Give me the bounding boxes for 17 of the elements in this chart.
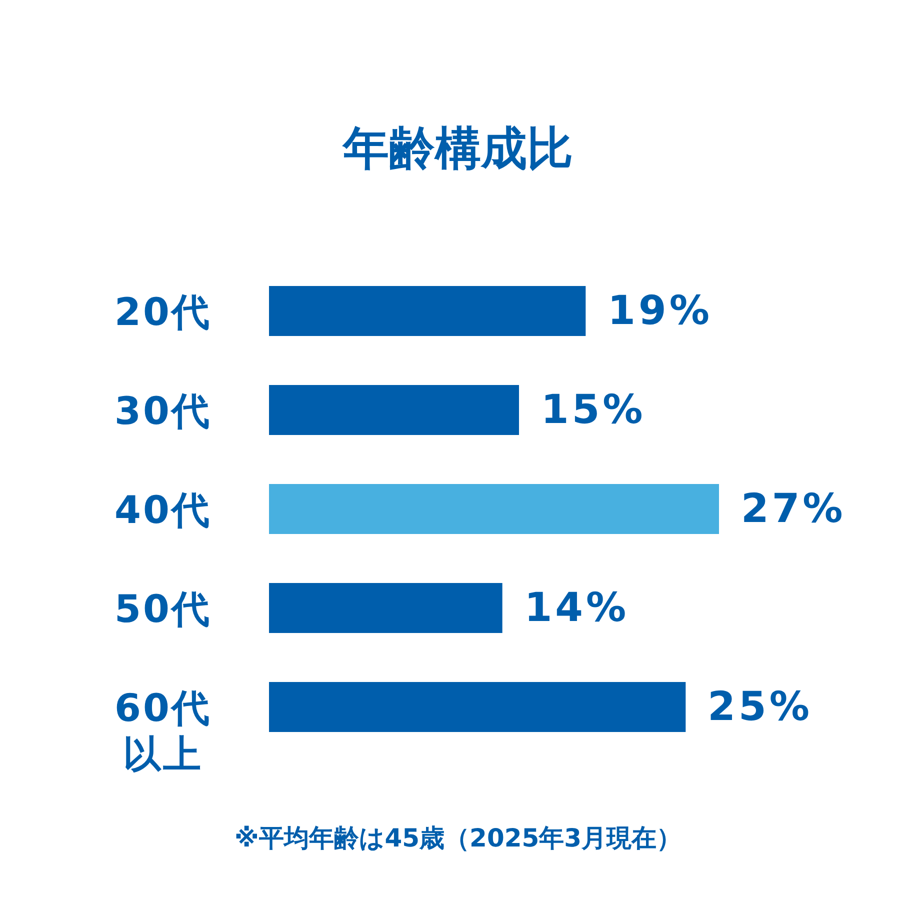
chart-title: 年齢構成比 [341, 121, 573, 175]
data-label: 14% [524, 585, 630, 631]
y-tick-label: 40代 [114, 488, 212, 532]
data-label: 15% [541, 387, 646, 433]
y-tick-label: 60代以上 [114, 686, 212, 776]
data-label: 27% [741, 486, 846, 532]
y-tick-label: 30代 [114, 389, 212, 433]
y-tick-label: 50代 [114, 587, 212, 631]
y-tick-label: 20代 [114, 290, 212, 334]
bar [269, 484, 719, 534]
bar [269, 682, 686, 732]
data-label: 25% [708, 684, 812, 730]
bar [269, 286, 586, 336]
data-label: 19% [608, 288, 712, 334]
text: ※平均年齢は45歳（2025年3月現在） [234, 824, 682, 852]
bar [269, 583, 502, 633]
bar [269, 385, 519, 435]
